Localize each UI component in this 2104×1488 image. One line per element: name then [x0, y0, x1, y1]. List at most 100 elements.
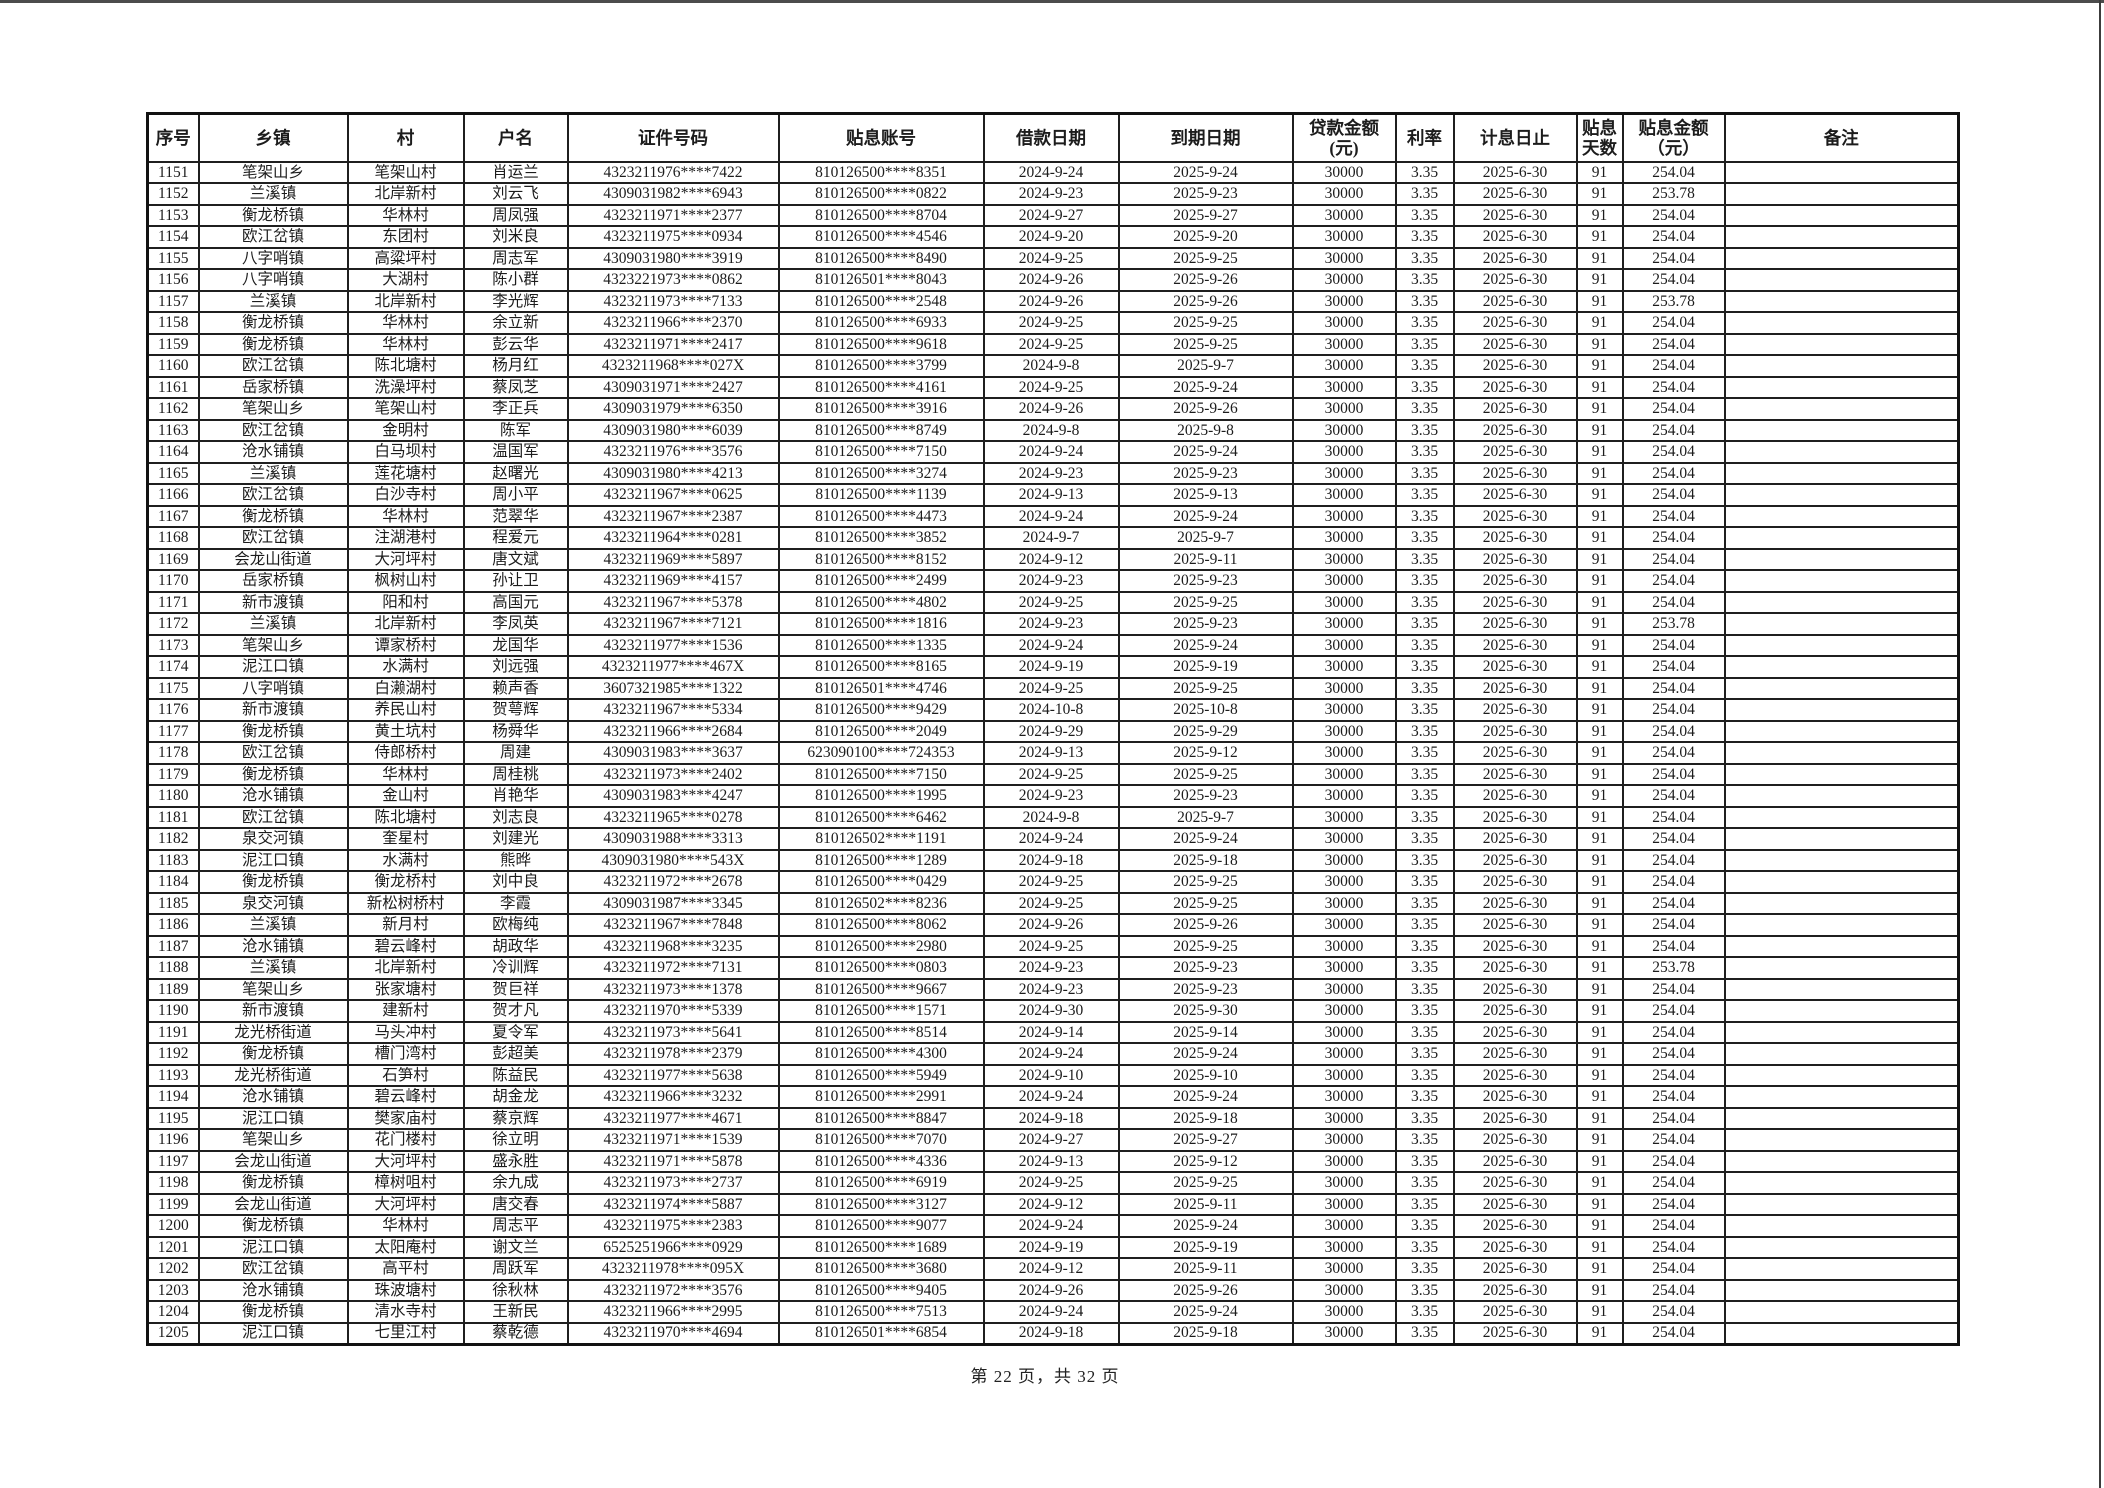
cell-loan-date: 2024-9-25	[982, 762, 1120, 786]
cell-loan-date: 2024-9-23	[982, 977, 1120, 1001]
cell-household-name: 周建	[462, 741, 569, 765]
cell-subsidy-days: 91	[1575, 762, 1624, 786]
cell-subsidy-amount: 254.04	[1621, 203, 1726, 227]
cell-id-number: 4323211977****4671	[566, 1106, 780, 1130]
cell-subsidy-amount: 254.04	[1621, 440, 1726, 464]
cell-id-number: 4309031971****2427	[566, 375, 780, 399]
cell-subsidy-account: 810126500****9667	[777, 977, 985, 1001]
cell-loan-date: 2024-9-23	[982, 182, 1120, 206]
cell-subsidy-account: 810126500****8351	[777, 160, 985, 184]
cell-township: 兰溪镇	[197, 956, 349, 980]
cell-remarks	[1723, 805, 1960, 829]
cell-interest-rate: 3.35	[1394, 698, 1455, 722]
column-header-id-number: 证件号码	[566, 112, 780, 163]
cell-index: 1201	[146, 1235, 200, 1259]
cell-remarks	[1723, 741, 1960, 765]
cell-village: 笔架山村	[346, 160, 465, 184]
cell-subsidy-days: 91	[1575, 504, 1624, 528]
cell-id-number: 4323211972****3576	[566, 1278, 780, 1302]
cell-index: 1161	[146, 375, 200, 399]
cell-township: 岳家桥镇	[197, 569, 349, 593]
cell-loan-date: 2024-9-25	[982, 870, 1120, 894]
cell-loan-date: 2024-9-29	[982, 719, 1120, 743]
cell-subsidy-amount: 254.04	[1621, 526, 1726, 550]
cell-id-number: 4309031983****4247	[566, 784, 780, 808]
cell-loan-date: 2024-9-25	[982, 332, 1120, 356]
cell-loan-amount: 30000	[1291, 870, 1397, 894]
cell-index: 1158	[146, 311, 200, 335]
table-row: 1169 会龙山街道 大河坪村 唐文斌 4323211969****5897 810126…	[146, 547, 1960, 571]
cell-township: 会龙山街道	[197, 547, 349, 571]
cell-due-date: 2025-9-19	[1117, 1235, 1294, 1259]
cell-remarks	[1723, 977, 1960, 1001]
cell-remarks	[1723, 461, 1960, 485]
cell-interest-end-date: 2025-6-30	[1452, 1235, 1578, 1259]
cell-id-number: 4323211966****2995	[566, 1300, 780, 1324]
cell-remarks	[1723, 332, 1960, 356]
cell-interest-rate: 3.35	[1394, 784, 1455, 808]
cell-due-date: 2025-9-25	[1117, 762, 1294, 786]
cell-subsidy-days: 91	[1575, 354, 1624, 378]
cell-due-date: 2025-9-24	[1117, 633, 1294, 657]
cell-loan-date: 2024-9-25	[982, 311, 1120, 335]
cell-household-name: 杨舜华	[462, 719, 569, 743]
cell-subsidy-days: 91	[1575, 956, 1624, 980]
cell-index: 1202	[146, 1257, 200, 1281]
cell-household-name: 李光辉	[462, 289, 569, 313]
cell-subsidy-amount: 254.04	[1621, 827, 1726, 851]
cell-village: 黄土坑村	[346, 719, 465, 743]
cell-due-date: 2025-9-24	[1117, 160, 1294, 184]
cell-household-name: 孙让卫	[462, 569, 569, 593]
cell-loan-amount: 30000	[1291, 956, 1397, 980]
cell-id-number: 4323211969****5897	[566, 547, 780, 571]
cell-interest-end-date: 2025-6-30	[1452, 418, 1578, 442]
table-row: 1160 欧江岔镇 陈北塘村 杨月红 4323211968****027X 8101265…	[146, 354, 1960, 378]
cell-village: 碧云峰村	[346, 1085, 465, 1109]
cell-loan-date: 2024-9-24	[982, 633, 1120, 657]
cell-subsidy-days: 91	[1575, 805, 1624, 829]
cell-subsidy-account: 810126500****5949	[777, 1063, 985, 1087]
cell-subsidy-amount: 254.04	[1621, 805, 1726, 829]
cell-due-date: 2025-9-14	[1117, 1020, 1294, 1044]
cell-interest-rate: 3.35	[1394, 504, 1455, 528]
cell-id-number: 4323211974****5887	[566, 1192, 780, 1216]
cell-household-name: 刘志良	[462, 805, 569, 829]
cell-interest-end-date: 2025-6-30	[1452, 1042, 1578, 1066]
cell-interest-end-date: 2025-6-30	[1452, 913, 1578, 937]
cell-loan-date: 2024-9-18	[982, 848, 1120, 872]
cell-township: 笔架山乡	[197, 160, 349, 184]
cell-interest-rate: 3.35	[1394, 848, 1455, 872]
cell-village: 大河坪村	[346, 1149, 465, 1173]
cell-remarks	[1723, 633, 1960, 657]
cell-interest-rate: 3.35	[1394, 1171, 1455, 1195]
cell-loan-date: 2024-9-12	[982, 1257, 1120, 1281]
cell-township: 沧水铺镇	[197, 440, 349, 464]
cell-interest-end-date: 2025-6-30	[1452, 1171, 1578, 1195]
cell-subsidy-days: 91	[1575, 1214, 1624, 1238]
cell-household-name: 彭超美	[462, 1042, 569, 1066]
cell-loan-date: 2024-9-7	[982, 526, 1120, 550]
cell-loan-amount: 30000	[1291, 1085, 1397, 1109]
cell-loan-date: 2024-9-24	[982, 1042, 1120, 1066]
cell-interest-end-date: 2025-6-30	[1452, 440, 1578, 464]
table-row: 1156 八字哨镇 大湖村 陈小群 4323221973****0862 81012650…	[146, 268, 1960, 292]
cell-township: 欧江岔镇	[197, 741, 349, 765]
cell-loan-amount: 30000	[1291, 160, 1397, 184]
cell-village: 清水寺村	[346, 1300, 465, 1324]
cell-subsidy-amount: 254.04	[1621, 504, 1726, 528]
cell-index: 1186	[146, 913, 200, 937]
cell-village: 枫树山村	[346, 569, 465, 593]
cell-subsidy-amount: 254.04	[1621, 1192, 1726, 1216]
cell-township: 会龙山街道	[197, 1192, 349, 1216]
cell-id-number: 4323211973****1378	[566, 977, 780, 1001]
cell-village: 华林村	[346, 332, 465, 356]
cell-subsidy-account: 810126500****8165	[777, 655, 985, 679]
cell-due-date: 2025-9-26	[1117, 913, 1294, 937]
table-row: 1187 沧水铺镇 碧云峰村 胡政华 4323211968****3235 8101265…	[146, 934, 1960, 958]
cell-interest-end-date: 2025-6-30	[1452, 203, 1578, 227]
cell-township: 欧江岔镇	[197, 805, 349, 829]
cell-remarks	[1723, 268, 1960, 292]
cell-subsidy-days: 91	[1575, 289, 1624, 313]
cell-id-number: 4323211967****7121	[566, 612, 780, 636]
cell-subsidy-days: 91	[1575, 698, 1624, 722]
